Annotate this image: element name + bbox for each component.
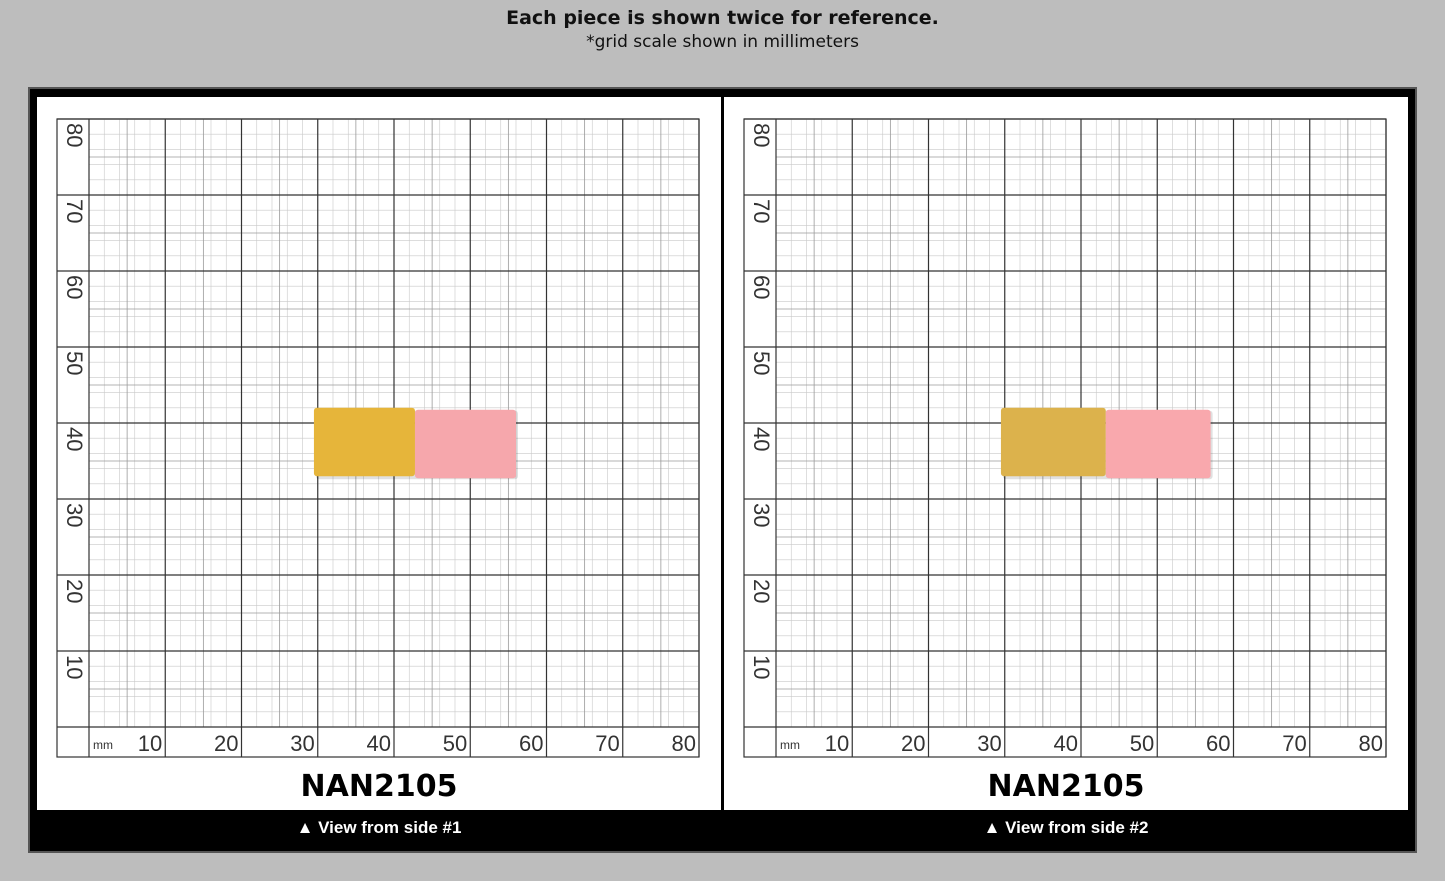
product-code: NAN2105	[300, 769, 458, 804]
piece-yellow-section	[1000, 407, 1106, 477]
x-axis-label: 40	[1054, 731, 1078, 756]
x-axis-label: 60	[1206, 731, 1230, 756]
y-axis-label: 50	[62, 351, 87, 375]
caption-side-1: ▲ View from side #1	[296, 818, 462, 837]
x-axis-label: 10	[138, 731, 162, 756]
y-axis-label: 50	[749, 351, 774, 375]
x-axis-label: 60	[519, 731, 543, 756]
y-axis-label: 20	[62, 579, 87, 603]
y-axis-label: 40	[62, 427, 87, 451]
y-axis-label: 30	[749, 503, 774, 527]
product-code: NAN2105	[987, 769, 1145, 804]
y-axis-label: 20	[749, 579, 774, 603]
x-axis-label: 30	[977, 731, 1001, 756]
panel-side-1: 10 20 30 40 50 60 70 80 mm 10 20 30 40 50 60 70 80 NAN21…	[37, 97, 721, 810]
y-axis-label: 10	[62, 655, 87, 679]
y-axis-label: 70	[749, 199, 774, 223]
y-axis-label: 10	[749, 655, 774, 679]
header: Each piece is shown twice for reference.…	[0, 5, 1445, 53]
page-subtitle: *grid scale shown in millimeters	[586, 32, 859, 52]
x-axis-label: 10	[825, 731, 849, 756]
x-axis-label: 20	[901, 731, 925, 756]
y-axis-label: 80	[749, 123, 774, 147]
unit-label: mm	[780, 738, 800, 752]
y-axis-label: 70	[62, 199, 87, 223]
grid-photo-side-2: 10 20 30 40 50 60 70 80 mm 10 20 30 40 50 60 70 80	[743, 118, 1387, 758]
y-axis-label: 80	[62, 123, 87, 147]
piece-yellow-section	[313, 407, 415, 477]
x-axis-label: 30	[290, 731, 314, 756]
x-axis-label: 50	[1130, 731, 1154, 756]
x-axis-label: 80	[1359, 731, 1383, 756]
y-axis-label: 30	[62, 503, 87, 527]
x-axis-label: 80	[672, 731, 696, 756]
photo-frame: 10 20 30 40 50 60 70 80 mm 10 20 30 40 50 60 70 80 NAN21…	[28, 87, 1417, 853]
y-axis-label: 60	[749, 275, 774, 299]
panel-side-2: 10 20 30 40 50 60 70 80 mm 10 20 30 40 50 60 70 80 NAN21…	[724, 97, 1408, 810]
x-axis-label: 40	[367, 731, 391, 756]
piece-pink-section	[1105, 409, 1211, 479]
y-axis-label: 40	[749, 427, 774, 451]
y-axis-label: 60	[62, 275, 87, 299]
x-axis-label: 20	[214, 731, 238, 756]
piece-pink-section	[414, 409, 516, 479]
page-title: Each piece is shown twice for reference.	[506, 7, 939, 29]
x-axis-label: 70	[595, 731, 619, 756]
caption-side-2: ▲ View from side #2	[983, 818, 1149, 837]
x-axis-label: 50	[443, 731, 467, 756]
unit-label: mm	[93, 738, 113, 752]
grid-photo-side-1: 10 20 30 40 50 60 70 80 mm 10 20 30 40 50 60 70 80	[56, 118, 700, 758]
x-axis-label: 70	[1282, 731, 1306, 756]
